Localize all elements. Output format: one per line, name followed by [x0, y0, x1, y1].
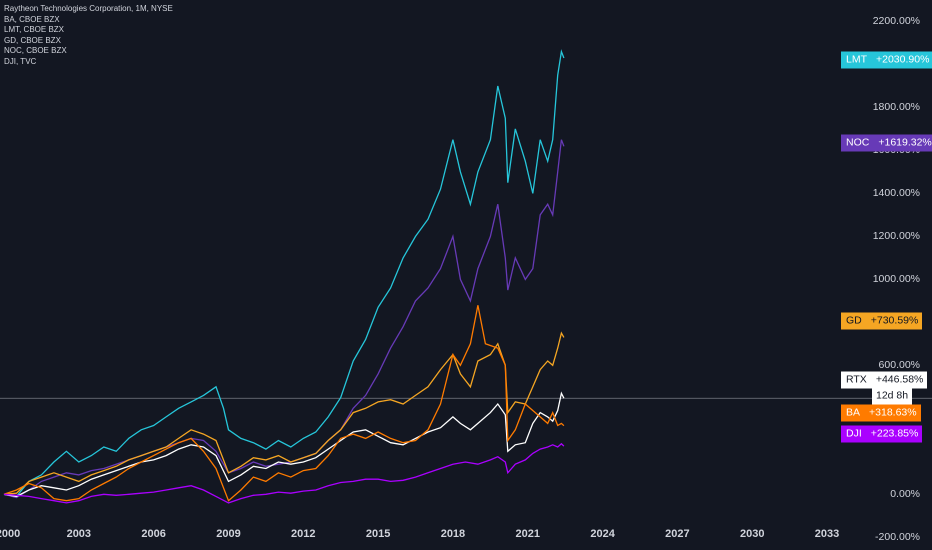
x-tick-label: 2021	[515, 528, 540, 540]
price-tag-value: +730.59%	[866, 312, 923, 330]
price-tag-rtx: RTX +446.58%	[841, 371, 928, 389]
price-tag-symbol: GD	[841, 312, 867, 330]
series-line-dji	[3, 442, 565, 504]
price-tag-value: +446.58%	[871, 371, 928, 389]
legend: Raytheon Technologies Corporation, 1M, N…	[4, 4, 173, 67]
price-tag-value: +2030.90%	[872, 51, 932, 69]
legend-item-ba[interactable]: BA, CBOE BZX	[4, 14, 60, 24]
price-tag-symbol: LMT	[841, 51, 872, 69]
y-tick-label: -200.00%	[875, 531, 920, 544]
y-tick-label: 1800.00%	[872, 101, 920, 114]
x-tick-label: 2033	[814, 528, 840, 540]
series-line-rtx	[3, 391, 565, 498]
legend-item-rtx[interactable]: Raytheon Technologies Corporation, 1M, N…	[4, 4, 173, 13]
price-tag-ba: BA +318.63%	[841, 404, 921, 422]
price-tag-lmt: LMT +2030.90%	[841, 51, 932, 69]
price-tag-symbol: NOC	[841, 134, 875, 152]
y-tick-label: 1200.00%	[872, 230, 920, 243]
x-tick-label: 2030	[739, 528, 765, 540]
price-tag-gd: GD +730.59%	[841, 312, 923, 330]
y-tick-label: 1000.00%	[872, 273, 920, 286]
x-tick-label: 2027	[665, 528, 690, 540]
price-tag-value: +1619.32%	[874, 134, 932, 152]
series-lines	[3, 49, 565, 504]
x-tick-label: 2000	[0, 528, 21, 540]
price-tag-symbol: DJI	[841, 425, 867, 443]
legend-item-lmt[interactable]: LMT, CBOE BZX	[4, 25, 65, 34]
x-tick-label: 2015	[365, 528, 391, 540]
legend-item-dji[interactable]: DJI, TVC	[4, 56, 37, 66]
price-tag-value: +318.63%	[865, 404, 921, 422]
legend-item-gd[interactable]: GD, CBOE BZX	[4, 35, 61, 45]
x-tick-label: 2012	[291, 528, 316, 540]
x-tick-label: 2003	[66, 528, 92, 540]
countdown-label: 12d 8h	[876, 389, 909, 402]
price-tag-dji: DJI +223.85%	[841, 425, 923, 443]
y-tick-label: 600.00%	[878, 359, 920, 372]
y-tick-label: 1400.00%	[872, 187, 920, 200]
series-line-ba	[3, 305, 565, 502]
y-tick-label: 0.00%	[890, 488, 920, 501]
price-tag-symbol: BA	[841, 404, 866, 422]
x-tick-label: 2006	[141, 528, 166, 540]
x-tick-label: 2024	[590, 528, 615, 540]
y-tick-label: 2200.00%	[872, 15, 920, 28]
x-tick-label: 2009	[216, 528, 241, 540]
price-tag-symbol: RTX	[841, 371, 872, 389]
series-line-lmt	[3, 49, 565, 498]
legend-item-noc[interactable]: NOC, CBOE BZX	[4, 46, 67, 55]
series-line-gd	[3, 331, 565, 495]
price-tag-value: +223.85%	[866, 425, 923, 443]
price-tag-noc: NOC +1619.32%	[841, 134, 932, 152]
x-tick-label: 2018	[440, 528, 466, 540]
bar-countdown: 12d 8h	[872, 387, 913, 405]
